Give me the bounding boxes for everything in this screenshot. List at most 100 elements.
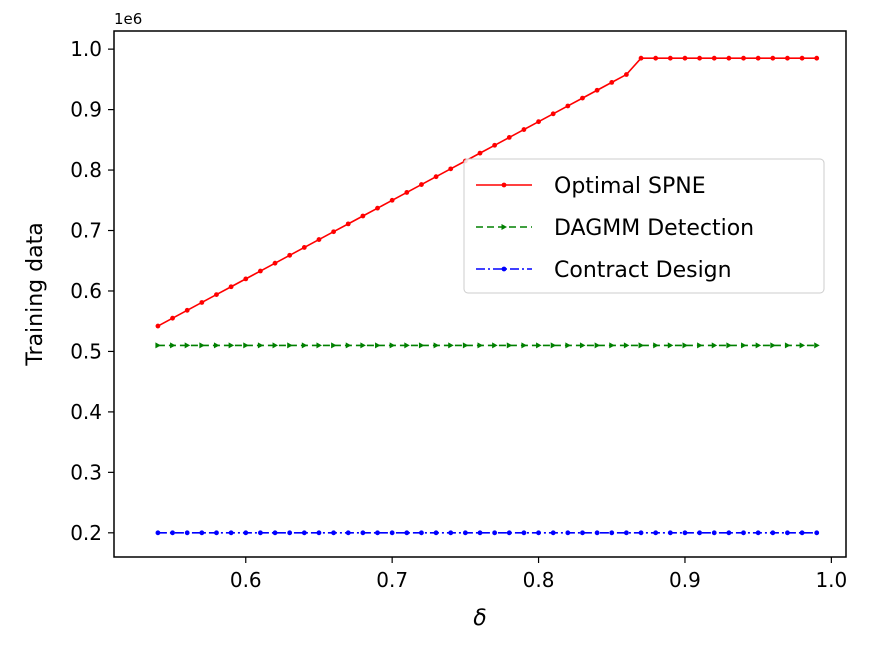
data-point [594,87,600,93]
data-point [770,342,776,349]
data-point [506,530,512,536]
data-point [433,174,439,180]
data-point [214,292,219,298]
data-point [316,237,322,242]
data-point [184,530,190,536]
data-point [419,182,424,187]
data-point [565,530,571,536]
data-point [521,530,527,536]
data-point [711,530,717,536]
data-point [667,342,674,349]
data-point [170,530,175,536]
data-point [462,342,469,349]
data-point [536,530,541,536]
data-point [770,530,776,536]
y-tick-label: 0.4 [70,400,102,424]
data-point [492,142,498,148]
x-axis: 0.6 0.7 0.8 0.9 1.0 [230,557,847,592]
data-point [492,530,498,536]
data-point [214,530,219,536]
y-tick-label: 0.2 [70,521,102,545]
data-point [623,342,630,349]
data-point [697,530,702,536]
data-point [170,342,176,349]
y-axis-label: Training data [23,222,48,366]
data-point [213,342,220,349]
data-point [345,342,352,349]
y-offset-label: 1e6 [114,10,142,28]
data-point [345,530,351,536]
x-axis-label: δ [473,606,486,631]
data-point [521,127,527,132]
x-tick-label: 0.6 [230,568,262,592]
data-point [726,342,732,349]
data-point [785,530,790,536]
data-point [272,530,278,536]
data-point [682,530,688,536]
data-point [565,103,571,109]
data-point [536,119,541,125]
data-point [287,252,293,258]
data-point [477,342,483,349]
data-point [697,342,703,349]
legend-marker [501,266,507,272]
data-point [155,530,161,536]
data-point [536,342,542,349]
data-point [433,342,440,349]
data-point [316,530,322,536]
data-point [199,300,205,305]
data-point [653,342,659,349]
y-tick-label: 0.3 [70,460,102,484]
data-point [550,530,556,536]
data-point [360,530,366,536]
data-point [550,111,556,117]
data-point [506,342,513,349]
data-point [316,342,322,349]
data-point [565,342,571,349]
data-point [814,530,820,536]
data-point [726,530,732,536]
data-point [389,342,396,349]
data-point [711,342,718,349]
data-point [155,342,161,349]
data-point [462,530,468,536]
plot-area-frame [113,30,847,558]
y-tick-label: 0.6 [70,279,102,303]
data-point [638,55,644,61]
data-point [272,260,278,266]
data-point [170,315,175,321]
data-point [814,342,820,349]
data-point [419,530,424,536]
data-point [624,530,629,536]
data-point [301,245,307,250]
data-point [375,530,380,536]
data-point [492,342,498,349]
data-point [287,530,293,536]
series-line [157,57,817,327]
data-point [477,150,483,156]
data-point [521,342,527,349]
x-tick-label: 0.7 [376,568,408,592]
data-point [799,530,805,536]
data-point [404,342,410,349]
data-point [375,342,381,349]
data-point [331,229,336,235]
legend: Optimal SPNE DAGMM Detection Contract Desi… [463,158,825,294]
x-tick-label: 1.0 [815,568,847,592]
data-point [404,190,410,195]
data-point [711,55,717,61]
data-point [243,276,249,282]
data-point [228,284,234,290]
data-point [331,342,337,349]
data-point [755,530,761,536]
data-point [638,342,645,349]
data-point [301,342,308,349]
legend-label: Contract Design [554,258,732,283]
y-tick-label: 0.5 [70,339,102,363]
data-point [155,323,161,329]
data-point [667,530,673,536]
y-axis: 0.2 0.3 0.4 0.5 0.6 0.7 0.8 0.9 1.0 [70,37,114,545]
data-point [814,55,820,61]
data-point [375,205,380,211]
